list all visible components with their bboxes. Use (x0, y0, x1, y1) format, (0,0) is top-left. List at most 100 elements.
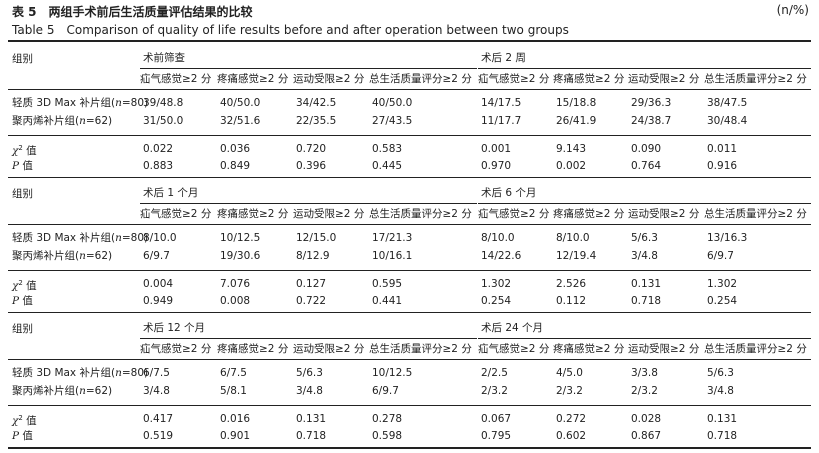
p-value-cell: 0.718 (631, 295, 662, 307)
p-value-cell: 0.112 (556, 295, 587, 307)
p-value-cell: 0.254 (481, 295, 512, 307)
table-cell: 8/12.9 (296, 250, 330, 262)
table-cell: 14/17.5 (481, 97, 522, 109)
chi-square-cell: 0.278 (372, 413, 403, 425)
table-cell: 8/10.0 (143, 232, 177, 244)
column-header: 运动受限≥2 分 (628, 343, 700, 355)
table-cell: 3/4.8 (707, 385, 734, 397)
column-header: 运动受限≥2 分 (293, 73, 365, 85)
column-header: 运动受限≥2 分 (628, 73, 700, 85)
table-cell: 3/4.8 (143, 385, 170, 397)
table-cell: 32/51.6 (220, 115, 261, 127)
chi-square-cell: 7.076 (220, 278, 251, 290)
table-top-rule (8, 40, 811, 42)
table-cell: 30/48.4 (707, 115, 748, 127)
p-value-cell: 0.445 (372, 160, 403, 172)
header-bottom-rule (8, 359, 811, 360)
chi-square-cell: 0.595 (372, 278, 403, 290)
table-cell: 3/3.8 (631, 367, 658, 379)
table-cell: 4/5.0 (556, 367, 583, 379)
column-header: 总生活质量评分≥2 分 (369, 208, 472, 220)
row-label: 轻质 3D Max 补片组(n=80) (12, 97, 149, 109)
stats-separator-rule (8, 135, 811, 136)
chi-square-cell: 0.004 (143, 278, 174, 290)
table-cell: 15/18.8 (556, 97, 597, 109)
p-value-cell: 0.254 (707, 295, 738, 307)
table-cell: 31/50.0 (143, 115, 184, 127)
group-label: 组别 (12, 188, 33, 200)
column-header: 总生活质量评分≥2 分 (704, 208, 807, 220)
table-cell: 6/9.7 (372, 385, 399, 397)
chi-square-cell: 9.143 (556, 143, 587, 155)
table-cell: 5/6.3 (631, 232, 658, 244)
p-value-cell: 0.519 (143, 430, 174, 442)
column-header: 运动受限≥2 分 (293, 343, 365, 355)
column-header: 运动受限≥2 分 (293, 208, 365, 220)
p-value-label: P 值 (12, 295, 33, 307)
group-label: 组别 (12, 53, 33, 65)
chi-square-cell: 1.302 (481, 278, 512, 290)
table-cell: 2/3.2 (631, 385, 658, 397)
chi-square-cell: 2.526 (556, 278, 587, 290)
table-cell: 19/30.6 (220, 250, 261, 262)
row-label: 轻质 3D Max 补片组(n=80) (12, 367, 149, 379)
period-header-left: 术后 12 个月 (143, 322, 206, 334)
p-value-cell: 0.598 (372, 430, 403, 442)
period-underline-right (478, 68, 811, 69)
chi-square-label: χ2 值 (12, 279, 37, 292)
period-underline-left (140, 68, 477, 69)
table-cell: 24/38.7 (631, 115, 672, 127)
chi-square-cell: 0.016 (220, 413, 251, 425)
table-cell: 10/12.5 (372, 367, 413, 379)
p-value-cell: 0.916 (707, 160, 738, 172)
p-value-label: P 值 (12, 430, 33, 442)
chi-square-cell: 1.302 (707, 278, 738, 290)
p-value-cell: 0.718 (707, 430, 738, 442)
chi-square-cell: 0.090 (631, 143, 662, 155)
chi-square-cell: 0.131 (296, 413, 327, 425)
table-cell: 14/22.6 (481, 250, 522, 262)
column-header: 疼痛感觉≥2 分 (553, 73, 625, 85)
table-cell: 29/36.3 (631, 97, 672, 109)
table-cell: 2/2.5 (481, 367, 508, 379)
table-cell: 10/16.1 (372, 250, 413, 262)
chi-square-cell: 0.127 (296, 278, 327, 290)
chi-square-cell: 0.272 (556, 413, 587, 425)
chi-square-cell: 0.720 (296, 143, 327, 155)
p-value-cell: 0.764 (631, 160, 662, 172)
chi-square-cell: 0.022 (143, 143, 174, 155)
column-header: 疝气感觉≥2 分 (478, 73, 550, 85)
table-cell: 3/4.8 (631, 250, 658, 262)
header-bottom-rule (8, 89, 811, 90)
column-header: 疝气感觉≥2 分 (140, 343, 212, 355)
column-header: 运动受限≥2 分 (628, 208, 700, 220)
chi-square-cell: 0.028 (631, 413, 662, 425)
p-value-cell: 0.718 (296, 430, 327, 442)
chi-square-cell: 0.011 (707, 143, 738, 155)
p-value-cell: 0.722 (296, 295, 327, 307)
table-cell: 26/41.9 (556, 115, 597, 127)
column-header: 总生活质量评分≥2 分 (704, 343, 807, 355)
chi-square-cell: 0.001 (481, 143, 512, 155)
period-header-right: 术后 6 个月 (481, 187, 537, 199)
table-cell: 17/21.3 (372, 232, 413, 244)
table-cell: 39/48.8 (143, 97, 184, 109)
table-cell: 6/9.7 (707, 250, 734, 262)
table-cell: 5/6.3 (296, 367, 323, 379)
row-label: 轻质 3D Max 补片组(n=80) (12, 232, 149, 244)
table-cell: 2/3.2 (556, 385, 583, 397)
p-value-cell: 0.795 (481, 430, 512, 442)
period-underline-left (140, 338, 477, 339)
table-unit: (n/%) (776, 3, 809, 17)
p-value-cell: 0.883 (143, 160, 174, 172)
table-cell: 5/6.3 (707, 367, 734, 379)
table-cell: 2/3.2 (481, 385, 508, 397)
chi-square-cell: 0.417 (143, 413, 174, 425)
p-value-cell: 0.441 (372, 295, 403, 307)
period-header-left: 术后 1 个月 (143, 187, 199, 199)
chi-square-label: χ2 值 (12, 144, 37, 157)
column-header: 疝气感觉≥2 分 (478, 208, 550, 220)
table-cell: 22/35.5 (296, 115, 337, 127)
column-header: 总生活质量评分≥2 分 (369, 73, 472, 85)
p-value-cell: 0.002 (556, 160, 587, 172)
